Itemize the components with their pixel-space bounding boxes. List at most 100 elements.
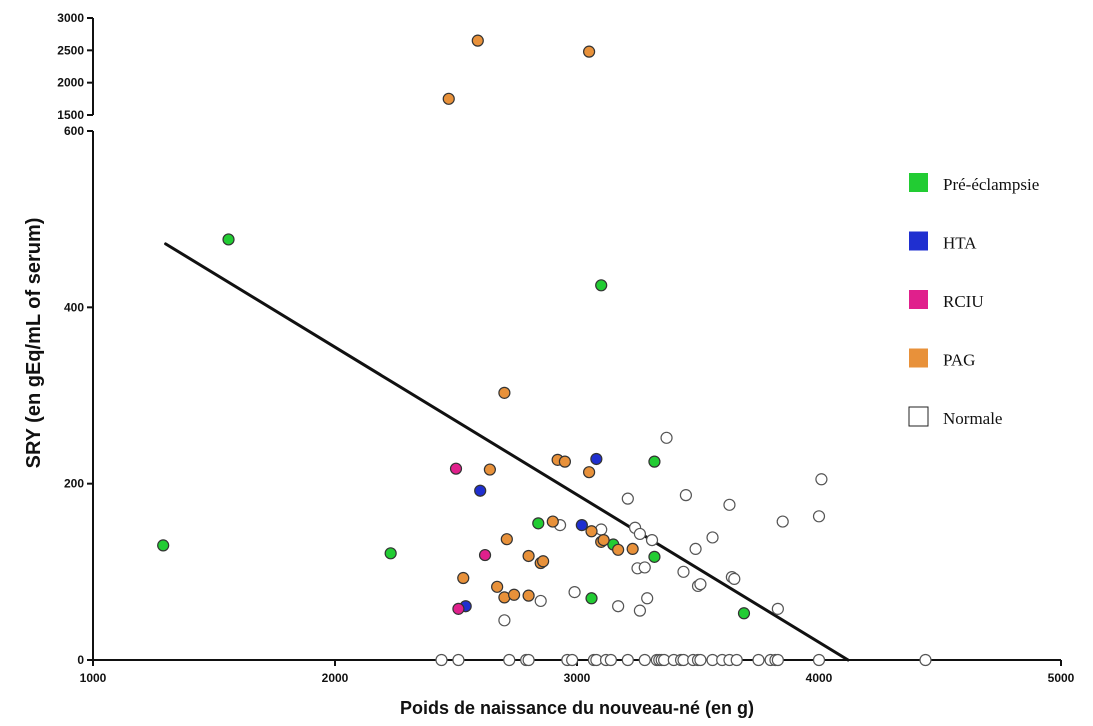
data-point (694, 578, 707, 591)
x-tick-label: 3000 (564, 671, 591, 685)
data-point (597, 533, 610, 547)
legend-swatch (909, 348, 928, 368)
x-tick-label: 4000 (806, 671, 833, 685)
data-point (633, 604, 647, 617)
data-point (771, 602, 784, 615)
data-point (532, 517, 545, 530)
data-point (638, 561, 651, 574)
data-point (449, 462, 463, 475)
legend-label: Pré-éclampsie (943, 175, 1039, 194)
data-point (812, 510, 826, 523)
data-point (522, 589, 535, 602)
data-point (483, 463, 496, 476)
data-point (752, 653, 765, 667)
data-point (471, 34, 484, 47)
data-point (595, 279, 608, 292)
y-tick-label: 3000 (57, 11, 84, 25)
data-point (568, 586, 581, 599)
legend-label: Normale (943, 409, 1002, 428)
data-point (626, 542, 639, 556)
y-tick-label: 400 (64, 300, 84, 314)
y-tick-label: 0 (77, 653, 84, 667)
data-point (442, 92, 455, 105)
y-tick-label: 2000 (57, 76, 84, 90)
data-point (558, 455, 572, 468)
data-point (534, 594, 547, 608)
data-point (478, 548, 492, 562)
data-point (689, 542, 702, 556)
regression-line-layer (164, 242, 850, 662)
data-point (730, 653, 743, 667)
data-point (585, 592, 598, 605)
data-point (723, 498, 736, 511)
data-point (498, 614, 511, 627)
data-point (648, 455, 661, 468)
data-point (537, 555, 550, 568)
regression-line (164, 242, 850, 662)
data-point (604, 653, 617, 667)
data-point (641, 592, 654, 605)
legend-swatch (909, 231, 928, 251)
data-point (500, 533, 513, 546)
x-tick-label: 1000 (80, 671, 107, 685)
data-point (728, 572, 741, 585)
x-axis-title: Poids de naissance du nouveau-né (en g) (400, 698, 754, 718)
data-point (384, 547, 397, 560)
legend-label: PAG (943, 351, 975, 370)
data-point (522, 653, 535, 667)
data-point (660, 431, 673, 444)
data-point (812, 653, 826, 667)
axes: 1000 2000 3000 4000 5000 0 200 400 600 1500 2000 25… (57, 11, 1074, 685)
data-point (157, 539, 170, 552)
y-tick-label: 1500 (57, 108, 84, 122)
data-point (582, 466, 596, 479)
legend-swatch (908, 406, 929, 427)
data-point (474, 484, 487, 497)
data-point (522, 549, 535, 563)
data-point (498, 386, 511, 399)
data-point (503, 653, 516, 667)
data-point (621, 653, 634, 667)
data-point (638, 653, 651, 667)
data-point (633, 527, 647, 541)
data-point (648, 550, 661, 563)
data-point (546, 515, 559, 528)
data-point (776, 515, 789, 528)
data-point (645, 533, 659, 547)
data-point (737, 607, 751, 620)
data-point (677, 565, 690, 578)
data-point (457, 571, 470, 585)
points-layer (157, 34, 932, 667)
legend-swatch (909, 173, 928, 192)
data-point (582, 45, 596, 58)
y-tick-label: 2500 (57, 43, 84, 57)
legend-label: HTA (943, 234, 977, 253)
legend-swatch (909, 290, 928, 309)
x-tick-label: 2000 (322, 671, 349, 685)
y-tick-label: 200 (64, 477, 84, 491)
data-point (585, 525, 598, 538)
data-point (507, 588, 521, 601)
data-point (612, 600, 625, 613)
x-tick-label: 5000 (1048, 671, 1075, 685)
data-point (452, 602, 465, 615)
data-point (621, 492, 634, 505)
legend: Pré-éclampsie HTA RCIU PAG Normale (908, 173, 1039, 428)
data-point (694, 653, 707, 667)
y-axis-title: SRY (en gEq/mL of serum) (23, 218, 45, 469)
data-point (706, 531, 719, 544)
data-point (491, 580, 504, 593)
data-point (452, 653, 465, 667)
data-point (919, 653, 932, 667)
data-point (815, 473, 828, 486)
data-point (771, 653, 784, 667)
data-point (222, 233, 235, 246)
data-point (435, 653, 448, 667)
legend-label: RCIU (943, 292, 984, 311)
data-point (679, 489, 693, 502)
data-point (566, 653, 579, 667)
data-point (575, 519, 588, 532)
y-tick-label: 600 (64, 124, 84, 138)
data-point (590, 452, 603, 466)
